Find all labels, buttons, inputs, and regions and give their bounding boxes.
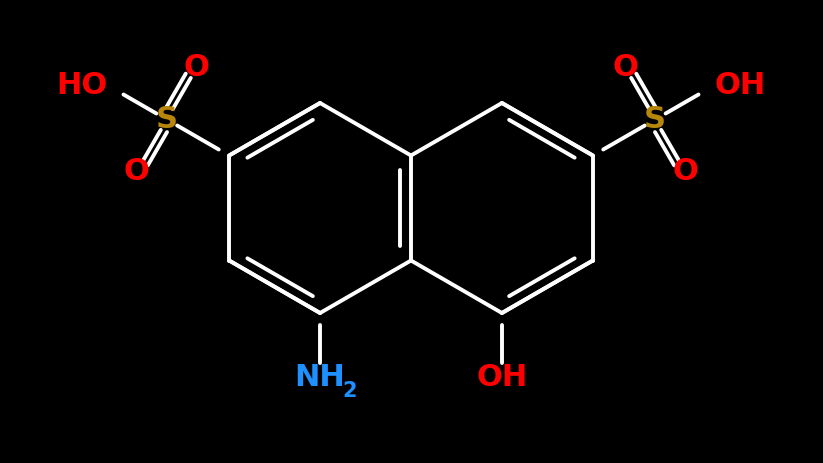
- Text: O: O: [184, 53, 210, 82]
- Text: 2: 2: [343, 381, 357, 401]
- Text: OH: OH: [714, 71, 765, 100]
- Text: S: S: [644, 105, 667, 134]
- Text: OH: OH: [477, 363, 528, 393]
- Text: S: S: [156, 105, 178, 134]
- Text: HO: HO: [57, 71, 108, 100]
- Text: O: O: [612, 53, 638, 82]
- Text: O: O: [123, 157, 150, 186]
- Text: NH: NH: [295, 363, 346, 393]
- Text: O: O: [672, 157, 698, 186]
